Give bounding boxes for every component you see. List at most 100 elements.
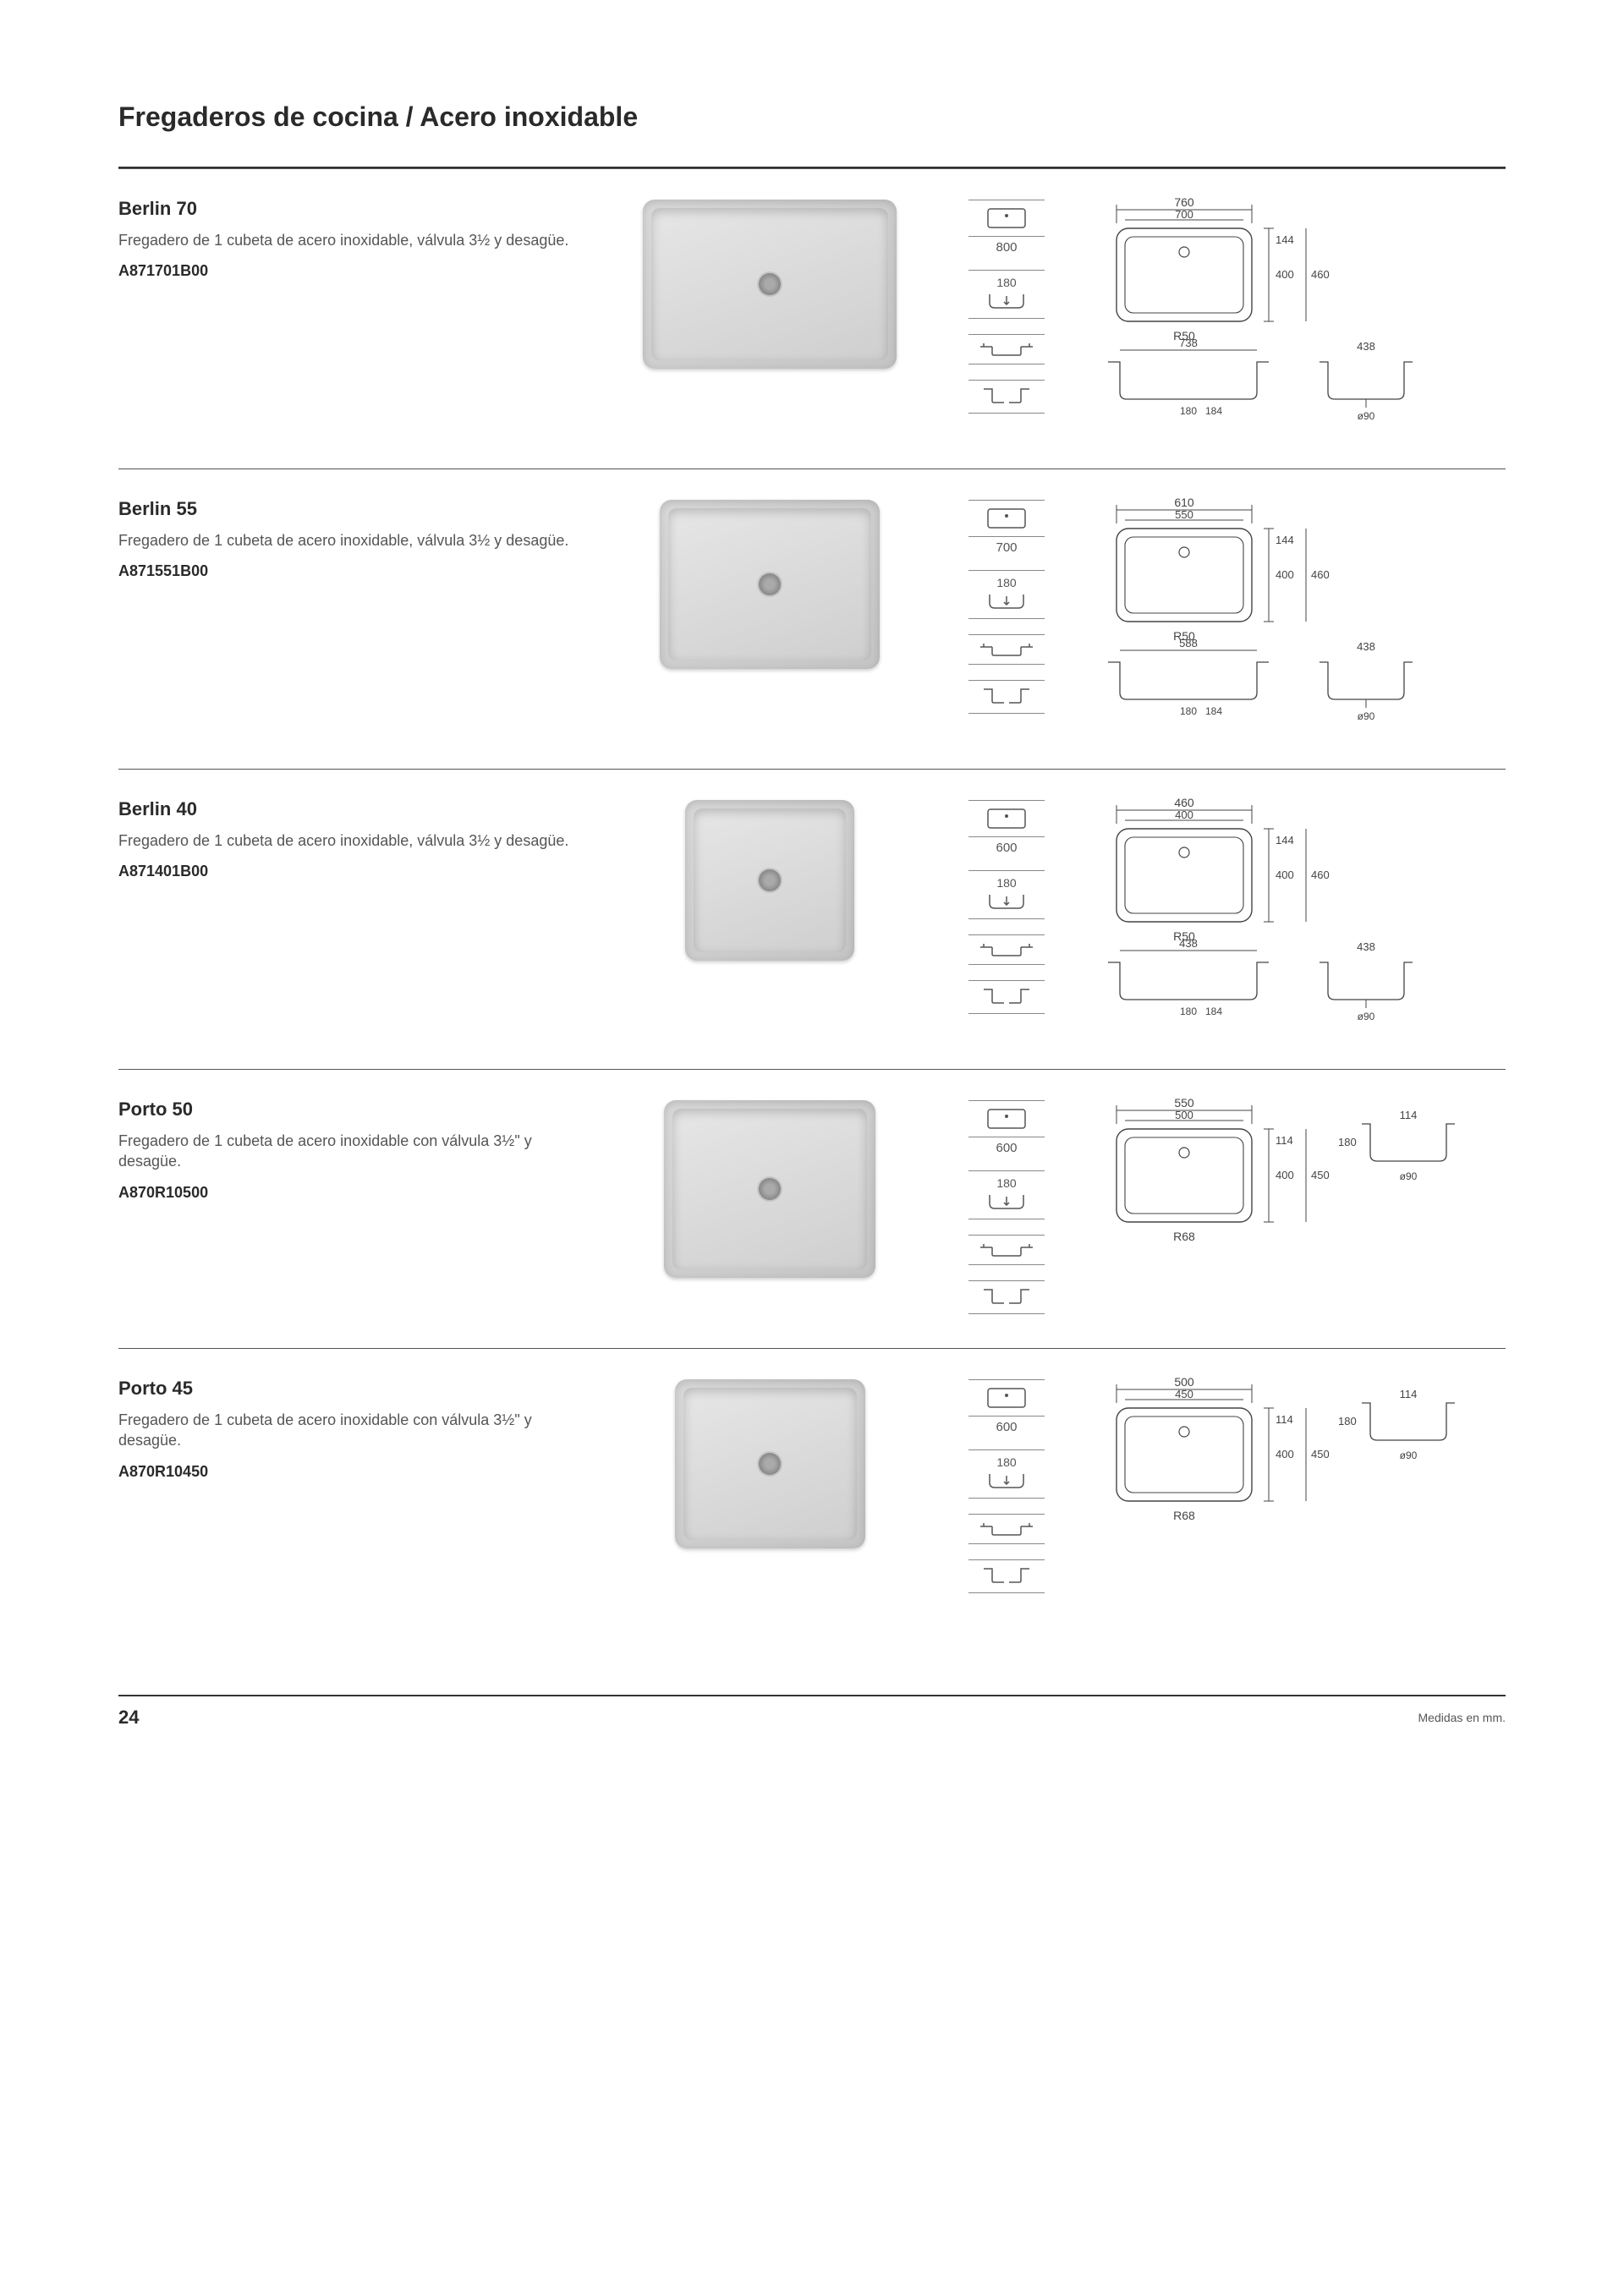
install-option <box>968 1379 1045 1417</box>
product-row: Porto 45 Fregadero de 1 cubeta de acero … <box>118 1348 1506 1627</box>
product-name: Porto 45 <box>118 1378 592 1400</box>
product-name: Porto 50 <box>118 1099 592 1121</box>
tech-drawing: 550500114400450R68114180ø90 <box>1091 1099 1531 1268</box>
svg-text:450: 450 <box>1311 1448 1330 1460</box>
svg-text:450: 450 <box>1311 1169 1330 1181</box>
tech-drawing: 500450114400450R68114180ø90 <box>1091 1378 1531 1547</box>
cabinet-width: 700 <box>996 540 1017 555</box>
svg-text:R68: R68 <box>1173 1509 1195 1522</box>
product-row: Berlin 40 Fregadero de 1 cubeta de acero… <box>118 769 1506 1069</box>
product-code: A871401B00 <box>118 863 592 880</box>
install-option: 180 <box>968 870 1045 919</box>
technical-drawing: 500450114400450R68114180ø90 <box>1091 1374 1565 1547</box>
product-code: A871551B00 <box>118 562 592 580</box>
product-description: Fregadero de 1 cubeta de acero inoxidabl… <box>118 530 592 551</box>
svg-text:550: 550 <box>1175 508 1193 521</box>
svg-text:144: 144 <box>1276 233 1294 246</box>
product-description: Fregadero de 1 cubeta de acero inoxidabl… <box>118 1410 592 1451</box>
svg-text:R68: R68 <box>1173 1230 1195 1243</box>
tech-drawing: 760700144400460R50738180184438ø90 <box>1091 198 1531 435</box>
svg-text:438: 438 <box>1179 937 1198 950</box>
product-image <box>617 1374 922 1548</box>
product-name: Berlin 70 <box>118 198 592 220</box>
product-info: Porto 45 Fregadero de 1 cubeta de acero … <box>118 1374 592 1481</box>
install-options: 600 180 <box>947 795 1066 1014</box>
product-row: Berlin 70 Fregadero de 1 cubeta de acero… <box>118 168 1506 469</box>
svg-text:114: 114 <box>1276 1134 1293 1147</box>
catalog-page: Fregaderos de cocina / Acero inoxidable … <box>0 0 1624 1779</box>
svg-text:438: 438 <box>1357 940 1375 953</box>
svg-text:144: 144 <box>1276 834 1294 847</box>
install-option <box>968 1100 1045 1137</box>
svg-text:400: 400 <box>1276 1448 1294 1460</box>
install-option <box>968 980 1045 1014</box>
tech-drawing: 460400144400460R50438180184438ø90 <box>1091 798 1531 1035</box>
svg-text:400: 400 <box>1276 1169 1294 1181</box>
page-number: 24 <box>118 1707 139 1729</box>
footer-note: Medidas en mm. <box>1418 1711 1506 1724</box>
svg-text:438: 438 <box>1357 640 1375 653</box>
install-label: 180 <box>996 1176 1016 1190</box>
install-option: 180 <box>968 1170 1045 1219</box>
svg-text:114: 114 <box>1400 1388 1418 1400</box>
svg-text:180: 180 <box>1338 1136 1357 1148</box>
svg-text:ø90: ø90 <box>1358 1011 1375 1022</box>
svg-text:460: 460 <box>1311 268 1330 281</box>
svg-text:400: 400 <box>1276 869 1294 881</box>
technical-drawing: 550500114400450R68114180ø90 <box>1091 1095 1565 1268</box>
svg-text:ø90: ø90 <box>1400 1170 1418 1182</box>
install-option <box>968 380 1045 414</box>
install-label: 180 <box>996 276 1016 289</box>
install-label: 180 <box>996 1455 1016 1469</box>
svg-text:400: 400 <box>1276 568 1294 581</box>
svg-text:ø90: ø90 <box>1358 410 1375 422</box>
install-options: 600 180 <box>947 1095 1066 1314</box>
svg-text:180: 180 <box>1180 405 1197 417</box>
cabinet-width: 600 <box>996 1141 1017 1155</box>
svg-text:460: 460 <box>1311 568 1330 581</box>
product-list: Berlin 70 Fregadero de 1 cubeta de acero… <box>118 168 1506 1627</box>
svg-text:400: 400 <box>1276 268 1294 281</box>
install-option <box>968 1559 1045 1593</box>
drain-icon <box>759 1453 781 1475</box>
cabinet-width: 600 <box>996 841 1017 855</box>
product-row: Porto 50 Fregadero de 1 cubeta de acero … <box>118 1069 1506 1348</box>
cabinet-width: 600 <box>996 1420 1017 1434</box>
drain-icon <box>759 273 781 295</box>
technical-drawing: 460400144400460R50438180184438ø90 <box>1091 795 1565 1035</box>
page-footer: 24 Medidas en mm. <box>118 1695 1506 1729</box>
svg-text:588: 588 <box>1179 637 1198 649</box>
product-name: Berlin 55 <box>118 498 592 520</box>
product-description: Fregadero de 1 cubeta de acero inoxidabl… <box>118 830 592 851</box>
install-option <box>968 200 1045 237</box>
install-label: 180 <box>996 876 1016 890</box>
product-info: Berlin 55 Fregadero de 1 cubeta de acero… <box>118 495 592 580</box>
product-description: Fregadero de 1 cubeta de acero inoxidabl… <box>118 230 592 250</box>
svg-text:ø90: ø90 <box>1400 1449 1418 1461</box>
svg-text:180: 180 <box>1338 1415 1357 1427</box>
svg-text:180: 180 <box>1180 705 1197 717</box>
install-option: 180 <box>968 570 1045 619</box>
svg-text:700: 700 <box>1175 208 1193 221</box>
technical-drawing: 610550144400460R50588180184438ø90 <box>1091 495 1565 735</box>
product-code: A871701B00 <box>118 262 592 280</box>
install-option: 180 <box>968 1449 1045 1499</box>
svg-text:144: 144 <box>1276 534 1294 546</box>
technical-drawing: 760700144400460R50738180184438ø90 <box>1091 195 1565 435</box>
svg-text:114: 114 <box>1400 1109 1418 1121</box>
tech-drawing: 610550144400460R50588180184438ø90 <box>1091 498 1531 735</box>
install-option <box>968 800 1045 837</box>
install-options: 600 180 <box>947 1374 1066 1593</box>
product-info: Berlin 40 Fregadero de 1 cubeta de acero… <box>118 795 592 880</box>
install-option <box>968 634 1045 665</box>
install-option <box>968 334 1045 364</box>
product-info: Porto 50 Fregadero de 1 cubeta de acero … <box>118 1095 592 1202</box>
product-image <box>617 1095 922 1278</box>
product-image <box>617 795 922 961</box>
svg-text:114: 114 <box>1276 1413 1293 1426</box>
install-option <box>968 680 1045 714</box>
product-code: A870R10500 <box>118 1184 592 1202</box>
install-options: 800 180 <box>947 195 1066 414</box>
svg-text:460: 460 <box>1311 869 1330 881</box>
svg-text:738: 738 <box>1179 337 1198 349</box>
